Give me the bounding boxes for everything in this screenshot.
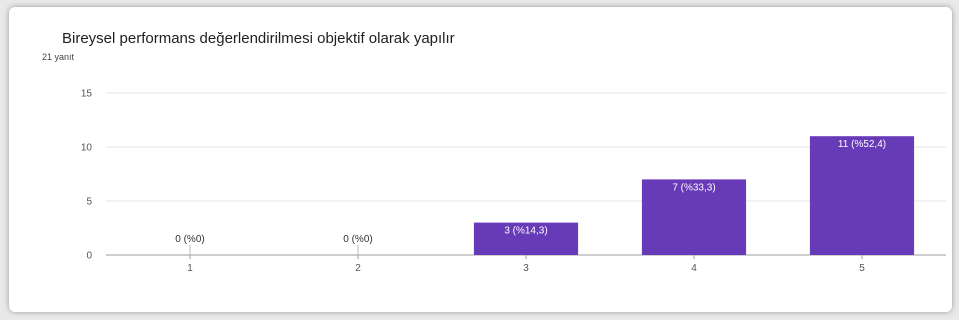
response-count: 21 yanıt [42, 52, 75, 62]
x-tick-label: 3 [523, 263, 529, 274]
bar [473, 222, 579, 255]
chart-card [9, 7, 952, 312]
y-tick-label: 5 [86, 197, 92, 208]
bar [641, 179, 747, 255]
x-tick-label: 4 [691, 263, 697, 274]
y-tick-label: 15 [81, 89, 93, 100]
x-tick-label: 5 [859, 263, 865, 274]
x-tick-label: 2 [355, 263, 361, 274]
data-label: 0 (%0) [175, 234, 204, 245]
data-label: 11 (%52,4) [838, 139, 886, 150]
chart-title: Bireysel performans değerlendirilmesi ob… [62, 30, 455, 47]
data-label: 7 (%33,3) [672, 182, 715, 193]
y-tick-label: 0 [86, 251, 92, 262]
x-tick-label: 1 [187, 263, 193, 274]
bar [809, 136, 915, 255]
y-tick-label: 10 [81, 143, 93, 154]
data-label: 0 (%0) [343, 234, 372, 245]
data-label: 3 (%14,3) [504, 226, 547, 237]
